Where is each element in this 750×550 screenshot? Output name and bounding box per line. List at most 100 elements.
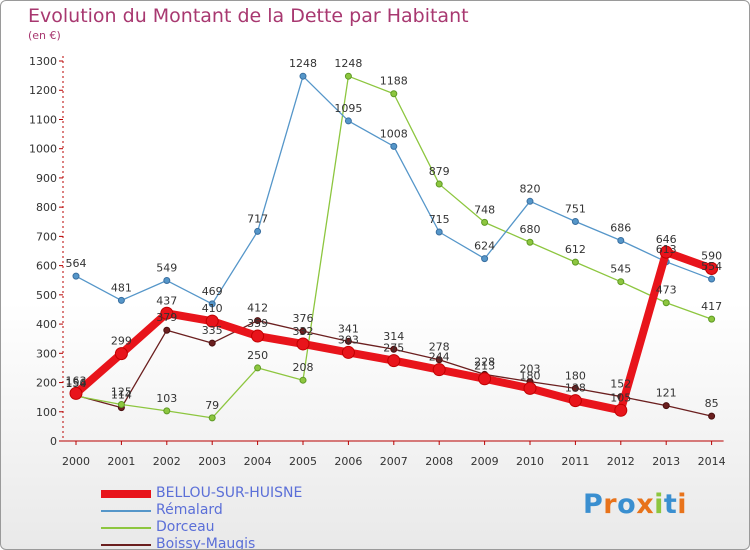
data-label: 125 (111, 385, 132, 398)
data-label: 180 (520, 369, 541, 382)
x-tick-label: 2008 (425, 455, 453, 468)
x-tick-label: 2002 (153, 455, 181, 468)
data-label: 613 (656, 243, 677, 256)
data-label: 751 (565, 202, 586, 215)
data-label: 250 (247, 349, 268, 362)
data-point (708, 275, 716, 283)
y-tick-label: 700 (36, 230, 57, 243)
x-tick-label: 2011 (561, 455, 589, 468)
data-label: 549 (156, 262, 177, 275)
data-point (163, 407, 171, 415)
data-label: 299 (111, 335, 132, 348)
data-label: 332 (293, 325, 314, 338)
data-point (478, 372, 492, 386)
data-label: 303 (338, 333, 359, 346)
data-point (117, 400, 125, 408)
data-point (205, 314, 219, 328)
data-label: 379 (156, 311, 177, 324)
data-point (387, 354, 401, 368)
data-label: 412 (247, 302, 268, 315)
data-point (163, 277, 171, 285)
x-tick-label: 2000 (62, 455, 90, 468)
data-label: 473 (656, 284, 677, 297)
data-point (435, 356, 443, 364)
data-point (481, 255, 489, 263)
y-tick-label: 1300 (29, 55, 57, 68)
data-point (208, 339, 216, 347)
data-label: 748 (474, 203, 495, 216)
data-point (568, 394, 582, 408)
data-point (571, 258, 579, 266)
data-label: 715 (429, 213, 450, 226)
data-point (662, 402, 670, 410)
x-tick-label: 2013 (652, 455, 680, 468)
data-label: 590 (701, 250, 722, 263)
data-label: 103 (156, 392, 177, 405)
data-point (254, 364, 262, 372)
legend-swatch (101, 544, 151, 546)
data-point (251, 329, 265, 343)
y-tick-label: 200 (36, 377, 57, 390)
data-label: 612 (565, 243, 586, 256)
logo-letter: o (617, 489, 637, 520)
legend-swatch (101, 527, 151, 529)
data-label: 314 (383, 330, 404, 343)
data-label: 1248 (334, 57, 362, 70)
x-tick-label: 2003 (198, 455, 226, 468)
data-point (208, 414, 216, 422)
data-point (344, 72, 352, 80)
y-tick-label: 900 (36, 172, 57, 185)
data-label: 121 (656, 387, 677, 400)
data-label: 437 (156, 294, 177, 307)
legend-swatch (101, 510, 151, 512)
chart-title: Evolution du Montant de la Dette par Hab… (28, 5, 469, 27)
data-label: 203 (520, 363, 541, 376)
y-tick-label: 500 (36, 289, 57, 302)
data-label: 341 (338, 322, 359, 335)
data-point (208, 300, 216, 308)
x-tick-label: 2006 (334, 455, 362, 468)
data-point (299, 72, 307, 80)
data-label: 278 (429, 341, 450, 354)
data-point (526, 238, 534, 246)
data-point (571, 217, 579, 225)
data-label: 114 (111, 389, 132, 402)
data-label: 481 (111, 281, 132, 294)
y-tick-label: 1200 (29, 84, 57, 97)
data-point (390, 345, 398, 353)
data-label: 680 (520, 223, 541, 236)
x-tick-label: 2010 (516, 455, 544, 468)
data-point (435, 228, 443, 236)
data-label: 335 (202, 324, 223, 337)
data-point (72, 272, 80, 280)
data-label: 1188 (380, 75, 408, 88)
logo-letter: x (636, 489, 655, 520)
data-label: 410 (202, 302, 223, 315)
data-point (662, 299, 670, 307)
data-point (390, 142, 398, 150)
x-tick-label: 2005 (289, 455, 317, 468)
data-label: 820 (520, 182, 541, 195)
y-tick-label: 300 (36, 347, 57, 360)
legend-label: Boissy-Maugis (156, 536, 256, 550)
legend-label: Rémalard (156, 502, 223, 518)
data-point (69, 386, 83, 400)
data-point (523, 381, 537, 395)
logo-letter: P (583, 489, 604, 520)
data-point (114, 347, 128, 361)
data-point (390, 90, 398, 98)
data-point (526, 197, 534, 205)
data-point (614, 403, 628, 417)
logo-letter: i (654, 489, 664, 520)
data-point (296, 337, 310, 351)
data-label: 180 (565, 369, 586, 382)
data-point (344, 337, 352, 345)
data-label: 138 (565, 382, 586, 395)
data-label: 152 (610, 378, 631, 391)
data-point (705, 262, 719, 276)
data-point (708, 315, 716, 323)
data-label: 1095 (334, 102, 362, 115)
data-label: 228 (474, 355, 495, 368)
data-label: 163 (66, 374, 87, 387)
